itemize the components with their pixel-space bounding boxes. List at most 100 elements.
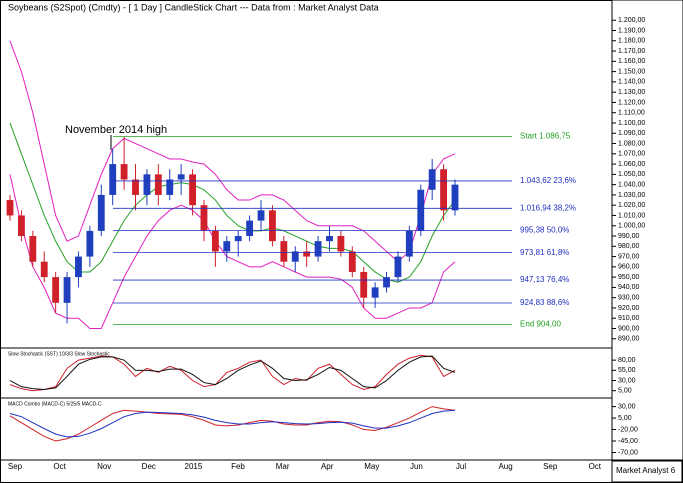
axis-area bbox=[611, 0, 683, 461]
y-tick-label: 1.180,00 bbox=[618, 38, 645, 45]
x-tick-label: Feb bbox=[231, 462, 245, 471]
x-tick-label: Aug bbox=[498, 462, 512, 471]
x-tick-label: Sep bbox=[8, 462, 23, 471]
y-tick-label: 1.050,00 bbox=[618, 171, 645, 178]
panel-title: MACD Combo (MACD-C) 5/25/5 MACD-C bbox=[8, 401, 102, 407]
x-tick-label: Jul bbox=[456, 462, 466, 471]
y-tick-label: 1.040,00 bbox=[618, 181, 645, 188]
candle-body bbox=[200, 205, 208, 231]
y-tick-label: 1.030,00 bbox=[618, 192, 645, 199]
candle-body bbox=[120, 164, 128, 180]
candle-body bbox=[348, 251, 356, 272]
candle-body bbox=[63, 277, 71, 303]
fib-label: 1.016,94 38,2% bbox=[520, 203, 576, 212]
y-tick-label: 1.200,00 bbox=[618, 17, 645, 24]
candle-body bbox=[166, 179, 174, 195]
candle-body bbox=[189, 174, 196, 206]
fib-label: 924,83 88,6% bbox=[520, 298, 569, 307]
y-tick-label: 1.190,00 bbox=[618, 27, 645, 34]
candle-body bbox=[405, 230, 413, 257]
y-tick-label: 1.100,00 bbox=[618, 120, 645, 127]
indicator-line bbox=[9, 355, 456, 390]
y-tick-label: 1.170,00 bbox=[618, 48, 645, 55]
y-tick-label: 55,00 bbox=[618, 367, 636, 374]
y-tick-label: 910,00 bbox=[618, 315, 640, 322]
candle-body bbox=[211, 230, 219, 252]
candle-body bbox=[371, 287, 379, 298]
x-tick-label: Mar bbox=[276, 462, 290, 471]
y-tick-label: 1.120,00 bbox=[618, 99, 645, 106]
fib-label: 1.043,62 23,6% bbox=[520, 176, 576, 185]
y-tick-label: 1.060,00 bbox=[618, 161, 645, 168]
y-tick-label: 1.110,00 bbox=[618, 110, 645, 117]
y-tick-label: 1.090,00 bbox=[618, 130, 645, 137]
candle-body bbox=[451, 184, 459, 211]
y-tick-label: 970,00 bbox=[618, 253, 640, 260]
candle-body bbox=[257, 210, 265, 221]
indicator-line bbox=[9, 354, 456, 392]
fib-label: 947,13 76,4% bbox=[520, 275, 569, 284]
y-tick-label: 5,00 bbox=[618, 415, 632, 422]
candle-body bbox=[326, 236, 333, 242]
footer: Market Analyst 6 bbox=[616, 466, 676, 475]
y-tick-label: 30,00 bbox=[618, 377, 636, 384]
candle-body bbox=[291, 251, 299, 262]
y-tick-label: 940,00 bbox=[618, 284, 640, 291]
y-tick-label: -20,00 bbox=[618, 426, 638, 433]
candle-body bbox=[440, 169, 448, 211]
annotation: November 2014 high bbox=[65, 124, 167, 136]
y-tick-label: 900,00 bbox=[618, 325, 640, 332]
candle-body bbox=[417, 189, 425, 231]
candle-body bbox=[337, 236, 345, 252]
chart-title: Soybeans (S2Spot) (Cmdty) - [ 1 Day ] Ca… bbox=[8, 2, 379, 12]
y-tick-label: 950,00 bbox=[618, 274, 640, 281]
y-tick-label: -45,00 bbox=[618, 438, 638, 445]
candle-body bbox=[132, 179, 139, 195]
candle-body bbox=[223, 241, 231, 252]
y-tick-label: 1.000,00 bbox=[618, 223, 645, 230]
fib-label: 973,81 61,8% bbox=[520, 248, 569, 257]
x-tick-label: 2015 bbox=[185, 462, 203, 471]
fib-label: Start 1.086,75 bbox=[520, 132, 571, 141]
x-tick-label: May bbox=[364, 462, 379, 471]
candle-body bbox=[269, 210, 276, 242]
candle-body bbox=[6, 200, 14, 216]
candle-body bbox=[428, 169, 436, 190]
y-tick-label: 1.070,00 bbox=[618, 151, 645, 158]
y-tick-label: 890,00 bbox=[618, 336, 640, 343]
y-tick-label: 1.130,00 bbox=[618, 89, 645, 96]
y-tick-label: 1.080,00 bbox=[618, 140, 645, 147]
y-tick-label: 1.020,00 bbox=[618, 202, 645, 209]
candle-body bbox=[40, 261, 48, 278]
y-tick-label: 960,00 bbox=[618, 264, 640, 271]
candle-body bbox=[246, 220, 254, 237]
x-tick-label: Oct bbox=[53, 462, 66, 471]
indicator-line bbox=[9, 406, 456, 442]
indicator-line bbox=[9, 122, 456, 283]
y-tick-label: 1.160,00 bbox=[618, 58, 645, 65]
y-tick-label: 930,00 bbox=[618, 295, 640, 302]
candle-body bbox=[29, 236, 37, 262]
candle-body bbox=[97, 194, 105, 231]
candle-body bbox=[303, 251, 311, 257]
y-tick-label: 920,00 bbox=[618, 305, 640, 312]
candle-body bbox=[394, 256, 402, 278]
y-tick-label: 1.140,00 bbox=[618, 79, 645, 86]
candle-body bbox=[360, 271, 368, 298]
candle-body bbox=[280, 241, 288, 262]
candle-body bbox=[314, 241, 322, 257]
candle-body bbox=[75, 256, 82, 278]
x-tick-label: Dec bbox=[142, 462, 156, 471]
y-tick-label: 990,00 bbox=[618, 233, 640, 240]
x-tick-label: Jun bbox=[410, 462, 423, 471]
fib-label: 995,38 50,0% bbox=[520, 226, 569, 235]
indicator-line bbox=[9, 40, 456, 263]
footer-box bbox=[611, 460, 683, 483]
panel-title: Slow Stochastic (SST) 10/3/3 Slow Stocha… bbox=[8, 351, 110, 357]
x-tick-label: Apr bbox=[321, 462, 334, 471]
candle-body bbox=[17, 215, 25, 237]
x-tick-label: Oct bbox=[589, 462, 602, 471]
y-tick-label: 980,00 bbox=[618, 243, 640, 250]
y-tick-label: 1.150,00 bbox=[618, 68, 645, 75]
